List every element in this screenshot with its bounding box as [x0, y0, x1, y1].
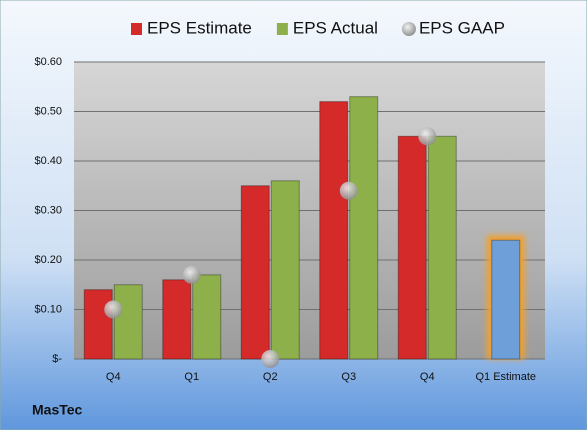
bar — [192, 274, 222, 360]
bar — [83, 289, 113, 360]
x-tick-label: Q1 Estimate — [475, 371, 536, 383]
y-tick-label: $0.10 — [34, 303, 62, 315]
gaap-marker — [339, 181, 358, 200]
y-tick-label: $0.60 — [34, 56, 62, 68]
x-tick-label: Q2 — [263, 371, 278, 383]
x-tick-label: Q3 — [341, 371, 356, 383]
y-tick-label: $0.40 — [34, 155, 62, 167]
bar — [113, 284, 143, 360]
y-tick-label: $0.20 — [34, 254, 62, 266]
bar — [397, 135, 427, 360]
x-tick-label: Q1 — [184, 371, 199, 383]
bar — [319, 101, 349, 360]
gaap-marker — [418, 127, 437, 146]
legend-marker — [276, 23, 288, 35]
y-tick-label: $0.50 — [34, 105, 62, 117]
x-tick-label: Q4 — [420, 371, 435, 383]
bar — [240, 185, 270, 360]
legend-label: EPS GAAP — [419, 18, 505, 37]
bar — [491, 239, 521, 360]
gaap-marker — [261, 350, 280, 368]
bar — [162, 279, 192, 360]
bar — [270, 180, 300, 360]
company-label: MasTec — [32, 402, 83, 418]
legend-label: EPS Actual — [293, 18, 378, 37]
gaap-marker — [182, 265, 201, 284]
x-tick-label: Q4 — [106, 371, 121, 383]
y-tick-label: $- — [52, 353, 62, 365]
legend-marker — [401, 22, 416, 36]
legend-label: EPS Estimate — [147, 18, 252, 37]
gaap-marker — [104, 300, 123, 319]
legend-marker — [131, 23, 142, 35]
bar — [427, 135, 457, 360]
y-tick-label: $0.30 — [34, 204, 62, 216]
bar — [349, 96, 379, 360]
